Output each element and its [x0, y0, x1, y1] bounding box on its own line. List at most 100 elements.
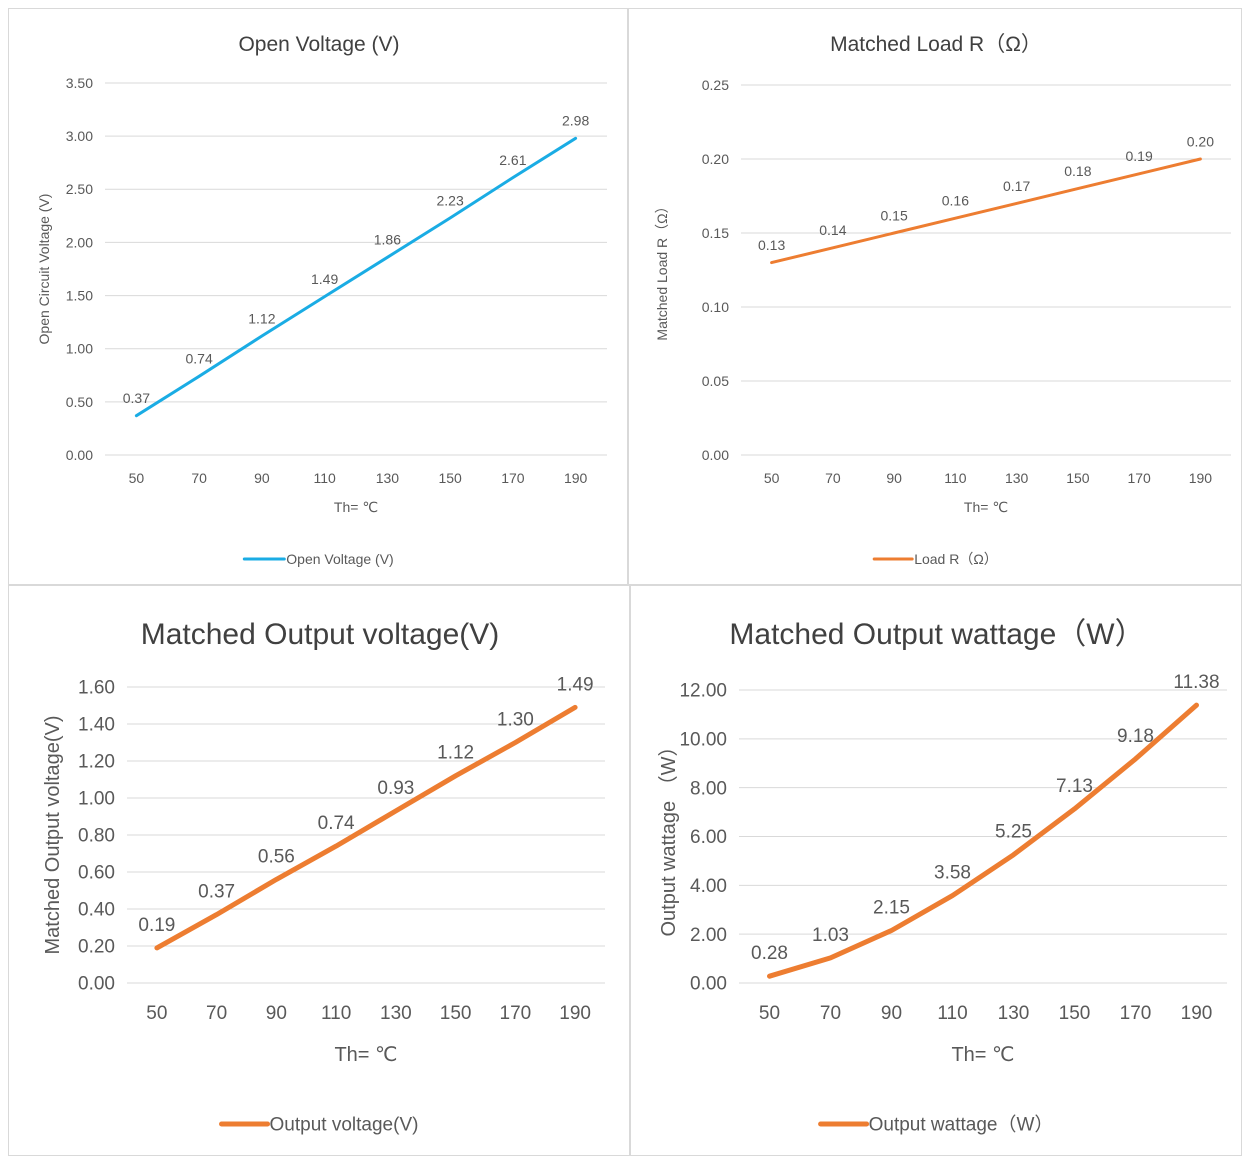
x-tick-label: 110: [313, 470, 336, 486]
data-label: 2.98: [562, 113, 589, 129]
y-tick-label: 1.40: [78, 715, 115, 736]
chart-title: Matched Output wattage（W）: [729, 618, 1144, 651]
series-line: [770, 157, 1202, 265]
legend-label: Load R（Ω）: [914, 551, 998, 567]
y-tick-label: 1.50: [66, 287, 93, 303]
y-tick-label: 1.20: [78, 752, 115, 773]
legend-label: Output wattage（W）: [869, 1114, 1054, 1136]
y-tick-label: 0.80: [78, 826, 115, 847]
data-label: 0.37: [198, 881, 235, 902]
y-tick-label: 6.00: [690, 827, 727, 848]
y-tick-label: 2.00: [690, 925, 727, 946]
y-tick-label: 0.00: [78, 974, 115, 995]
output-wattage-chart: Matched Output wattage（W） 0.00 2.00 4.00 6.0…: [657, 618, 1227, 1136]
x-axis-title: Th= ℃: [334, 1044, 397, 1066]
y-tick-label: 0.50: [66, 394, 93, 410]
series-line: [134, 136, 578, 418]
chart-panel-output-voltage: Matched Output voltage(V) 0.00 0.20 0.40 0.6…: [8, 585, 630, 1156]
y-tick-label: 0.00: [66, 447, 93, 463]
x-tick-label: 70: [825, 470, 841, 486]
y-tick-label: 0.40: [78, 900, 115, 921]
x-tick-label: 90: [881, 1003, 902, 1024]
legend-label: Output voltage(V): [270, 1115, 419, 1136]
x-tick-label: 110: [321, 1003, 351, 1024]
x-tick-label: 130: [376, 470, 400, 486]
data-label: 1.30: [497, 709, 534, 730]
chart-title: Matched Load R（Ω）: [830, 33, 1042, 56]
data-label: 0.17: [1003, 178, 1030, 194]
x-tick-label: 190: [1189, 470, 1213, 486]
x-tick-label: 190: [1181, 1003, 1213, 1024]
y-tick-label: 0.25: [702, 77, 729, 93]
series-line: [767, 702, 1199, 979]
data-label: 2.61: [499, 152, 526, 168]
y-tick-label: 0.00: [690, 974, 727, 995]
y-tick-label: 3.00: [66, 128, 93, 144]
data-label: 0.20: [1187, 133, 1214, 149]
x-tick-label: 170: [501, 470, 525, 486]
data-label: 0.18: [1064, 163, 1091, 179]
data-label: 7.13: [1056, 776, 1093, 797]
x-tick-label: 170: [1127, 470, 1151, 486]
x-tick-label: 90: [266, 1003, 287, 1024]
open-voltage-chart: Open Voltage (V) 0.00 0.50 1.00 1.50 2.00 2.50…: [36, 33, 607, 567]
y-tick-label: 0.20: [78, 937, 115, 958]
y-tick-label: 3.50: [66, 75, 93, 91]
x-tick-label: 50: [146, 1003, 167, 1024]
data-label: 0.56: [258, 846, 295, 867]
data-label: 1.86: [374, 232, 401, 248]
matched-load-chart: Matched Load R（Ω） 0.00 0.05 0.10 0.15 0.20 0.2…: [654, 33, 1231, 567]
chart-panel-output-wattage: Matched Output wattage（W） 0.00 2.00 4.00 6.0…: [630, 585, 1242, 1156]
data-label: 1.12: [248, 310, 275, 326]
data-label: 0.28: [751, 943, 788, 964]
x-tick-label: 150: [438, 470, 462, 486]
data-label: 3.58: [934, 862, 971, 883]
y-tick-label: 4.00: [690, 876, 727, 897]
data-label: 1.49: [557, 674, 594, 695]
data-label: 0.19: [138, 915, 175, 936]
y-tick-label: 12.00: [679, 681, 727, 702]
chart-panel-matched-load: Matched Load R（Ω） 0.00 0.05 0.10 0.15 0.20 0.2…: [628, 8, 1242, 585]
x-tick-label: 70: [191, 470, 207, 486]
x-tick-label: 90: [254, 470, 270, 486]
chart-panel-open-voltage: Open Voltage (V) 0.00 0.50 1.00 1.50 2.00 2.50…: [8, 8, 628, 585]
y-tick-label: 2.50: [66, 181, 93, 197]
data-label: 0.74: [186, 351, 213, 367]
data-label: 0.16: [942, 193, 969, 209]
data-label: 0.13: [758, 237, 785, 253]
x-tick-label: 190: [564, 470, 588, 486]
x-axis-title: Th= ℃: [951, 1044, 1014, 1066]
series-line: [154, 704, 578, 951]
chart-title: Open Voltage (V): [238, 33, 399, 56]
x-tick-label: 170: [1120, 1003, 1152, 1024]
y-tick-label: 10.00: [679, 729, 727, 750]
data-label: 0.93: [377, 778, 414, 799]
x-tick-label: 50: [759, 1003, 780, 1024]
data-label: 1.03: [812, 925, 849, 946]
y-tick-label: 2.00: [66, 234, 93, 250]
data-label: 0.74: [318, 813, 355, 834]
y-axis-title: Matched Output voltage(V): [42, 715, 64, 954]
x-tick-label: 130: [998, 1003, 1030, 1024]
x-tick-label: 70: [820, 1003, 841, 1024]
data-label: 5.25: [995, 822, 1032, 843]
data-label: 9.18: [1117, 726, 1154, 747]
x-tick-label: 190: [559, 1003, 591, 1024]
y-tick-label: 1.60: [78, 678, 115, 699]
data-label: 0.37: [123, 390, 150, 406]
x-tick-label: 50: [129, 470, 145, 486]
y-axis-title: Open Circuit Voltage (V): [36, 194, 52, 345]
x-tick-label: 110: [937, 1003, 967, 1024]
y-tick-label: 1.00: [66, 341, 93, 357]
legend-label: Open Voltage (V): [286, 551, 393, 567]
y-axis-title: Matched Load R（Ω）: [654, 199, 670, 340]
x-tick-label: 70: [206, 1003, 227, 1024]
data-label: 2.15: [873, 897, 910, 918]
x-tick-label: 130: [380, 1003, 412, 1024]
data-label: 11.38: [1173, 672, 1219, 693]
x-tick-label: 170: [500, 1003, 532, 1024]
data-label: 0.19: [1126, 148, 1153, 164]
output-voltage-chart: Matched Output voltage(V) 0.00 0.20 0.40 0.6…: [42, 618, 605, 1136]
x-tick-label: 110: [944, 470, 967, 486]
data-label: 1.49: [311, 271, 338, 287]
